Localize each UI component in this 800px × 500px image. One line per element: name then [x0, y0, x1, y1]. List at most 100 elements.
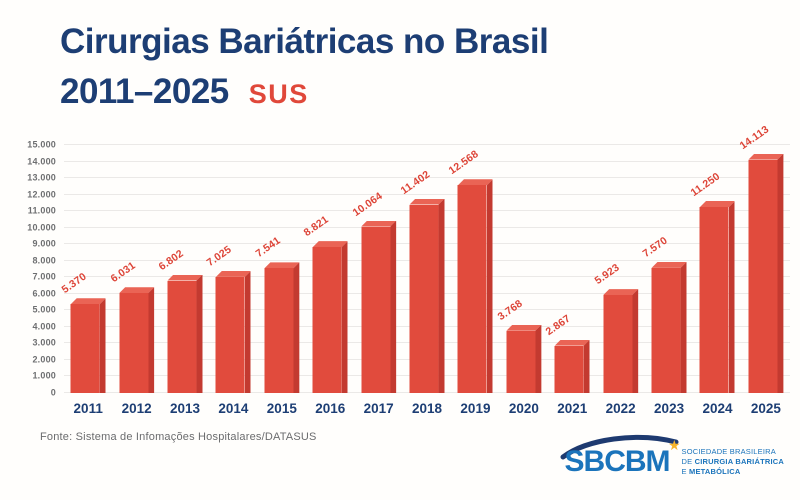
- tagline-line3-prefix: E: [681, 467, 690, 477]
- bar-top-face: [119, 287, 154, 293]
- y-axis-tick-label: 12.000: [27, 189, 56, 200]
- y-axis-tick-label: 10.000: [27, 222, 56, 233]
- bar-side-face: [341, 241, 348, 393]
- x-axis-category-label: 2014: [218, 401, 249, 416]
- bar-top-face: [700, 201, 735, 207]
- y-axis-tick-label: 5.000: [32, 304, 56, 315]
- bar-top-face: [506, 325, 541, 331]
- bar-value-label: 5.370: [59, 270, 90, 297]
- bar-value-label: 11.250: [689, 170, 723, 199]
- bar: 7.025: [205, 243, 251, 393]
- tagline-line2: DE CIRURGIA BARIÁTRICA: [682, 457, 784, 467]
- gridline: [64, 160, 790, 162]
- y-axis-tick-label: 3.000: [32, 337, 56, 348]
- bar: 3.768: [495, 297, 542, 393]
- bar: 11.402: [399, 168, 445, 393]
- bar-column: 14.113 2025: [738, 123, 790, 416]
- bar-column: 7.570 2023: [641, 145, 693, 416]
- swoosh-icon: [560, 435, 679, 460]
- bar-value-label: 6.802: [156, 247, 186, 273]
- bar-top-face: [168, 275, 203, 281]
- bar-front-face: [457, 185, 487, 393]
- bar-column: 7.541 2015: [253, 145, 306, 416]
- bar-chart: 0 1.000 2.000 3.000 4.000 5.000 6.000 7.000 8.00…: [27, 123, 790, 416]
- bar-top-face: [748, 154, 783, 160]
- bar: 7.541: [253, 235, 300, 393]
- bar-value-label: 11.402: [398, 167, 433, 197]
- bar-front-face: [167, 280, 197, 393]
- bar-value-label: 5.923: [592, 261, 622, 288]
- bar-front-face: [119, 293, 149, 393]
- bar-value-label: 6.031: [108, 259, 138, 286]
- title-line2-row: 2011–2025 SUS: [60, 72, 548, 112]
- bar: 14.113: [738, 123, 784, 393]
- y-axis-tick-label: 4.000: [32, 321, 56, 332]
- bar-side-face: [583, 339, 590, 393]
- title-years: 2011–2025: [60, 71, 229, 111]
- bar-front-face: [748, 159, 778, 393]
- bar-top-face: [603, 289, 638, 295]
- bar-front-face: [699, 207, 729, 393]
- bar-column: 7.025 2014: [205, 145, 257, 416]
- bar-column: 3.768 2020: [495, 145, 548, 416]
- bar-side-face: [293, 262, 300, 393]
- bar-front-face: [70, 304, 100, 393]
- y-axis-tick-label: 13.000: [27, 172, 56, 183]
- bar-side-face: [728, 201, 735, 393]
- bar-side-face: [535, 324, 542, 393]
- x-axis-category-label: 2015: [266, 401, 297, 416]
- x-axis-category-label: 2019: [460, 401, 491, 416]
- tagline-line2-bold: CIRURGIA BARIÁTRICA: [694, 457, 784, 467]
- x-axis-category-label: 2024: [702, 401, 733, 416]
- bar-value-label: 2.867: [543, 312, 574, 338]
- bar-side-face: [196, 274, 203, 393]
- logo-wordmark: SBCBM: [564, 445, 671, 479]
- bar: 5.923: [592, 262, 639, 393]
- bar-column: 8.821 2016: [302, 145, 354, 416]
- bar-column: 11.250 2024: [689, 145, 741, 416]
- bar-top-face: [410, 199, 445, 205]
- title-line1: Cirurgias Bariátricas no Brasil: [60, 22, 549, 61]
- x-axis-category-label: 2025: [750, 401, 781, 416]
- bar-value-label: 12.568: [447, 148, 482, 178]
- bar-column: 6.031 2012: [108, 145, 160, 416]
- tagline-line3-bold: METABÓLICA: [689, 467, 741, 477]
- bar-side-face: [438, 198, 445, 393]
- sus-badge: SUS: [248, 78, 309, 109]
- sbcbm-logo: SBCBM ★ SOCIEDADE BRASILEIRA DE CIRURGIA…: [560, 435, 784, 479]
- bar-front-face: [651, 267, 681, 393]
- tagline-line1: SOCIEDADE BRASILEIRA: [681, 447, 776, 456]
- bar-column: 11.402 2018: [399, 145, 451, 416]
- y-axis-tick-label: 15.000: [27, 139, 56, 150]
- bar-front-face: [361, 226, 391, 393]
- bar-side-face: [148, 287, 155, 393]
- bar-side-face: [244, 270, 251, 393]
- x-axis-category-label: 2011: [73, 401, 103, 416]
- y-axis-tick-label: 11.000: [27, 205, 56, 216]
- bar-front-face: [264, 268, 294, 393]
- gridline: [64, 177, 790, 179]
- y-axis-tick-label: 1.000: [32, 370, 56, 381]
- bar-front-face: [506, 330, 536, 393]
- y-axis-tick-label: 8.000: [32, 255, 56, 266]
- bar-side-face: [777, 153, 784, 393]
- y-axis-tick-label: 9.000: [32, 238, 56, 249]
- bar-column: 10.064 2017: [350, 145, 402, 416]
- bar-top-face: [216, 271, 251, 277]
- y-axis-tick-label: 7.000: [32, 271, 56, 282]
- y-axis-tick-label: 6.000: [32, 288, 56, 299]
- bar-top-face: [555, 340, 590, 346]
- y-axis-tick-label: 2.000: [32, 354, 56, 365]
- bar-value-label: 8.821: [301, 213, 332, 240]
- bar-column: 6.802 2013: [157, 145, 209, 416]
- bar-side-face: [390, 220, 397, 393]
- gridline: [64, 144, 790, 145]
- x-axis-category-label: 2016: [315, 401, 346, 416]
- y-axis-tick-label: 0: [50, 387, 56, 398]
- bar-value-label: 7.541: [253, 234, 283, 261]
- bar: 7.570: [641, 234, 687, 393]
- bar-top-face: [361, 221, 396, 227]
- bar-value-label: 7.570: [640, 234, 670, 260]
- bar: 6.802: [157, 247, 203, 393]
- x-axis-category-label: 2018: [412, 401, 443, 416]
